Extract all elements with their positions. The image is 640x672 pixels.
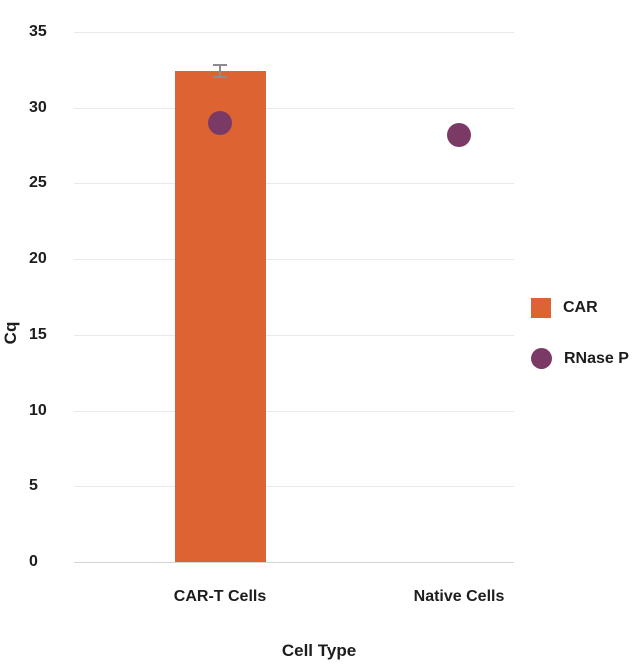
gridline-y-25	[74, 183, 514, 184]
y-tick-label-0: 0	[29, 553, 38, 570]
gridline-y-10	[74, 411, 514, 412]
legend-square-swatch-icon	[531, 298, 551, 318]
y-tick-label-20: 20	[29, 250, 47, 267]
error-bar-line	[219, 65, 221, 77]
gridline-y-30	[74, 108, 514, 109]
legend-circle-swatch-icon	[531, 348, 552, 369]
gridline-y-35	[74, 32, 514, 33]
x-category-label-1: Native Cells	[413, 588, 505, 605]
legend-item-car[interactable]: CAR	[531, 298, 598, 318]
legend-label: CAR	[563, 299, 598, 316]
y-tick-label-25: 25	[29, 174, 47, 191]
y-tick-label-15: 15	[29, 326, 47, 343]
y-tick-label-30: 30	[29, 99, 47, 116]
legend-label: RNase P	[564, 349, 629, 367]
x-category-label-0: CAR-T Cells	[173, 588, 267, 605]
gridline-y-15	[74, 335, 514, 336]
y-tick-label-5: 5	[29, 477, 38, 494]
y-tick-label-10: 10	[29, 402, 47, 419]
legend-item-rnase-p[interactable]: RNase P	[531, 348, 629, 369]
bar-car-0[interactable]	[175, 71, 266, 562]
point-rnase-p-1[interactable]	[447, 123, 471, 147]
y-axis-title: Cq	[1, 321, 20, 345]
point-rnase-p-0[interactable]	[208, 111, 232, 135]
y-tick-label-35: 35	[29, 23, 47, 40]
error-bar-cap-top	[213, 64, 227, 66]
x-axis-title: Cell Type	[281, 641, 357, 660]
gridline-y-0	[74, 562, 514, 563]
gridline-y-20	[74, 259, 514, 260]
gridline-y-5	[74, 486, 514, 487]
error-bar-cap-bottom	[213, 76, 227, 78]
